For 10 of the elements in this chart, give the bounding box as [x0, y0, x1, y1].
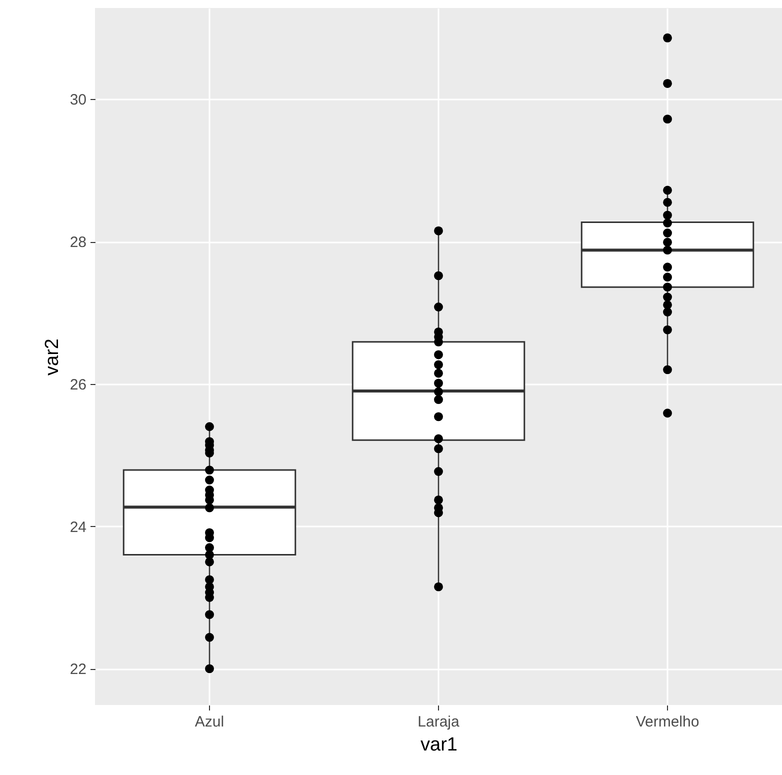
y-tick-label: 22 — [70, 661, 86, 678]
x-axis-title: var1 — [420, 734, 458, 756]
y-tick-label: 28 — [70, 234, 86, 252]
x-tick-label: Azul — [194, 714, 224, 730]
y-tick-label: 24 — [70, 518, 86, 536]
y-axis-title: var2 — [42, 338, 63, 376]
y-tick-label: 26 — [70, 376, 86, 394]
y-tick-label: 30 — [70, 92, 86, 109]
x-tick-label: Laraja — [418, 714, 460, 730]
x-tick-label: Vermelho — [636, 714, 700, 730]
